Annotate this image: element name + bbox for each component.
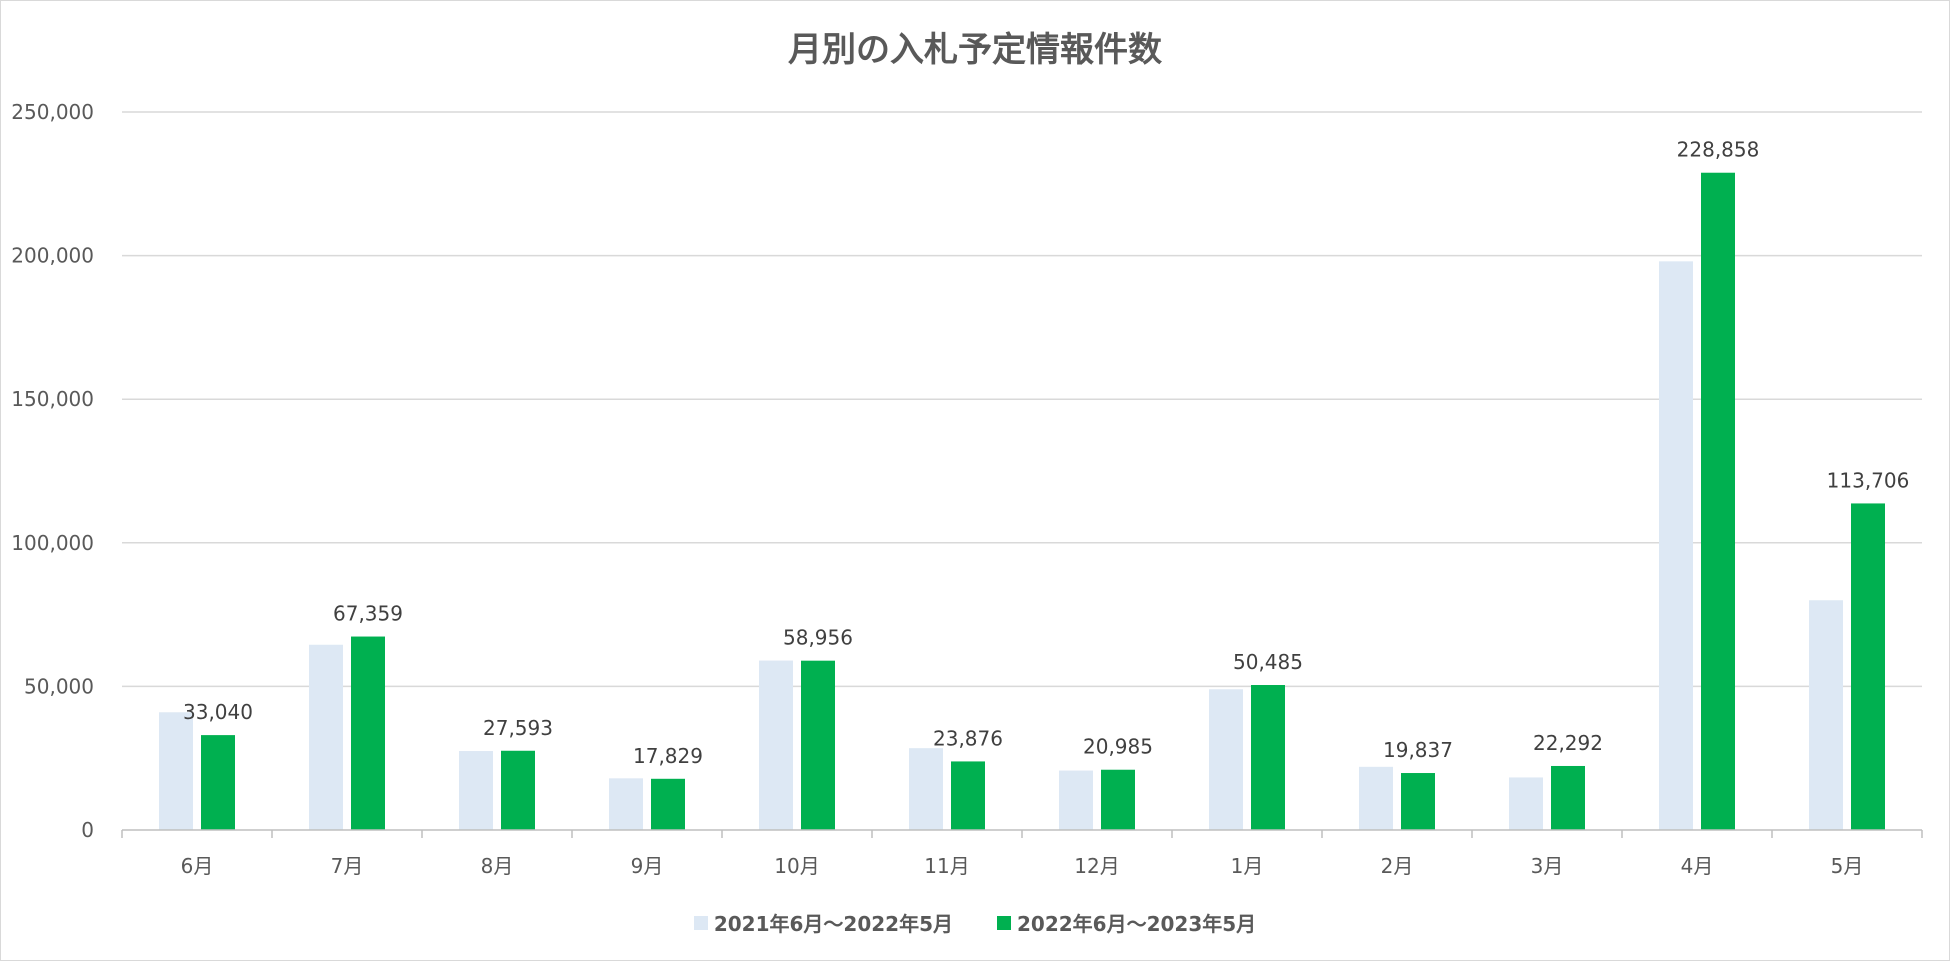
bar-series-1 [459,751,493,830]
bar-series-2 [1101,769,1135,830]
bar-series-1 [609,778,643,830]
bar-series-2 [501,750,535,830]
data-label: 17,829 [633,744,703,768]
data-label: 19,837 [1383,738,1453,762]
y-tick-label: 100,000 [11,531,94,555]
x-axis: 6月 7月 8月 9月 10月 11月 12月 1月 2月 3月 4月 5月 [121,829,1923,878]
bars: 33,040 67,359 27,593 17,829 58,956 23,876 20,9… [159,138,1909,830]
legend-item-series-2[interactable]: 2022年6月～2023年5月 [997,908,1256,937]
x-tick-label: 9月 [631,854,664,878]
bar-series-2 [351,636,385,830]
data-label: 67,359 [333,602,403,626]
y-tick-label: 0 [81,818,94,842]
bar-series-2 [1401,773,1435,830]
y-tick-label: 50,000 [24,674,94,698]
legend: 2021年6月～2022年5月 2022年6月～2023年5月 [0,908,1950,937]
bar-series-2 [801,660,835,830]
gridlines [122,111,1922,688]
x-tick-label: 12月 [1074,854,1119,878]
bar-series-2 [1251,685,1285,830]
bar-series-1 [1809,600,1843,830]
data-label: 33,040 [183,700,253,724]
bar-series-1 [1509,777,1543,830]
x-tick-label: 4月 [1681,854,1714,878]
y-tick-label: 200,000 [11,244,94,268]
bar-series-1 [1209,689,1243,830]
bar-series-1 [1359,766,1393,830]
y-axis: 0 50,000 100,000 150,000 200,000 250,000 [11,100,94,842]
data-label: 22,292 [1533,731,1603,755]
legend-label-series-2: 2022年6月～2023年5月 [1017,912,1257,936]
x-tick-label: 11月 [924,854,969,878]
x-tick-label: 6月 [181,854,214,878]
y-tick-label: 150,000 [11,387,94,411]
chart-title: 月別の入札予定情報件数 [788,30,1162,70]
bar-series-1 [759,660,793,830]
x-tick-label: 7月 [331,854,364,878]
bar-series-1 [1659,261,1693,830]
legend-label-series-1: 2021年6月～2022年5月 [713,912,953,936]
bar-series-2 [1701,172,1735,830]
bar-series-2 [1551,765,1585,830]
bar-series-2 [201,735,235,830]
data-label: 50,485 [1233,650,1303,674]
data-label: 20,985 [1083,735,1153,759]
data-label: 58,956 [783,626,853,650]
bar-series-1 [1059,770,1093,830]
bar-series-1 [909,748,943,830]
x-tick-label: 1月 [1231,854,1264,878]
bar-series-2 [951,761,985,830]
data-label: 23,876 [933,726,1003,750]
x-tick-label: 2月 [1381,854,1414,878]
x-tick-label: 10月 [774,854,819,878]
x-tick-label: 8月 [481,854,514,878]
bar-series-2 [651,778,685,830]
bar-series-1 [309,644,343,830]
x-tick-label: 3月 [1531,854,1564,878]
x-tick-label: 5月 [1831,854,1864,878]
y-tick-label: 250,000 [11,100,94,124]
bar-series-2 [1851,503,1885,830]
legend-swatch-series-2 [997,915,1011,930]
legend-item-series-1[interactable]: 2021年6月～2022年5月 [693,908,953,937]
legend-swatch-series-1 [693,915,708,930]
data-label: 228,858 [1677,138,1760,162]
data-label: 27,593 [483,716,553,740]
bar-series-1 [159,712,193,830]
data-label: 113,706 [1827,468,1910,492]
